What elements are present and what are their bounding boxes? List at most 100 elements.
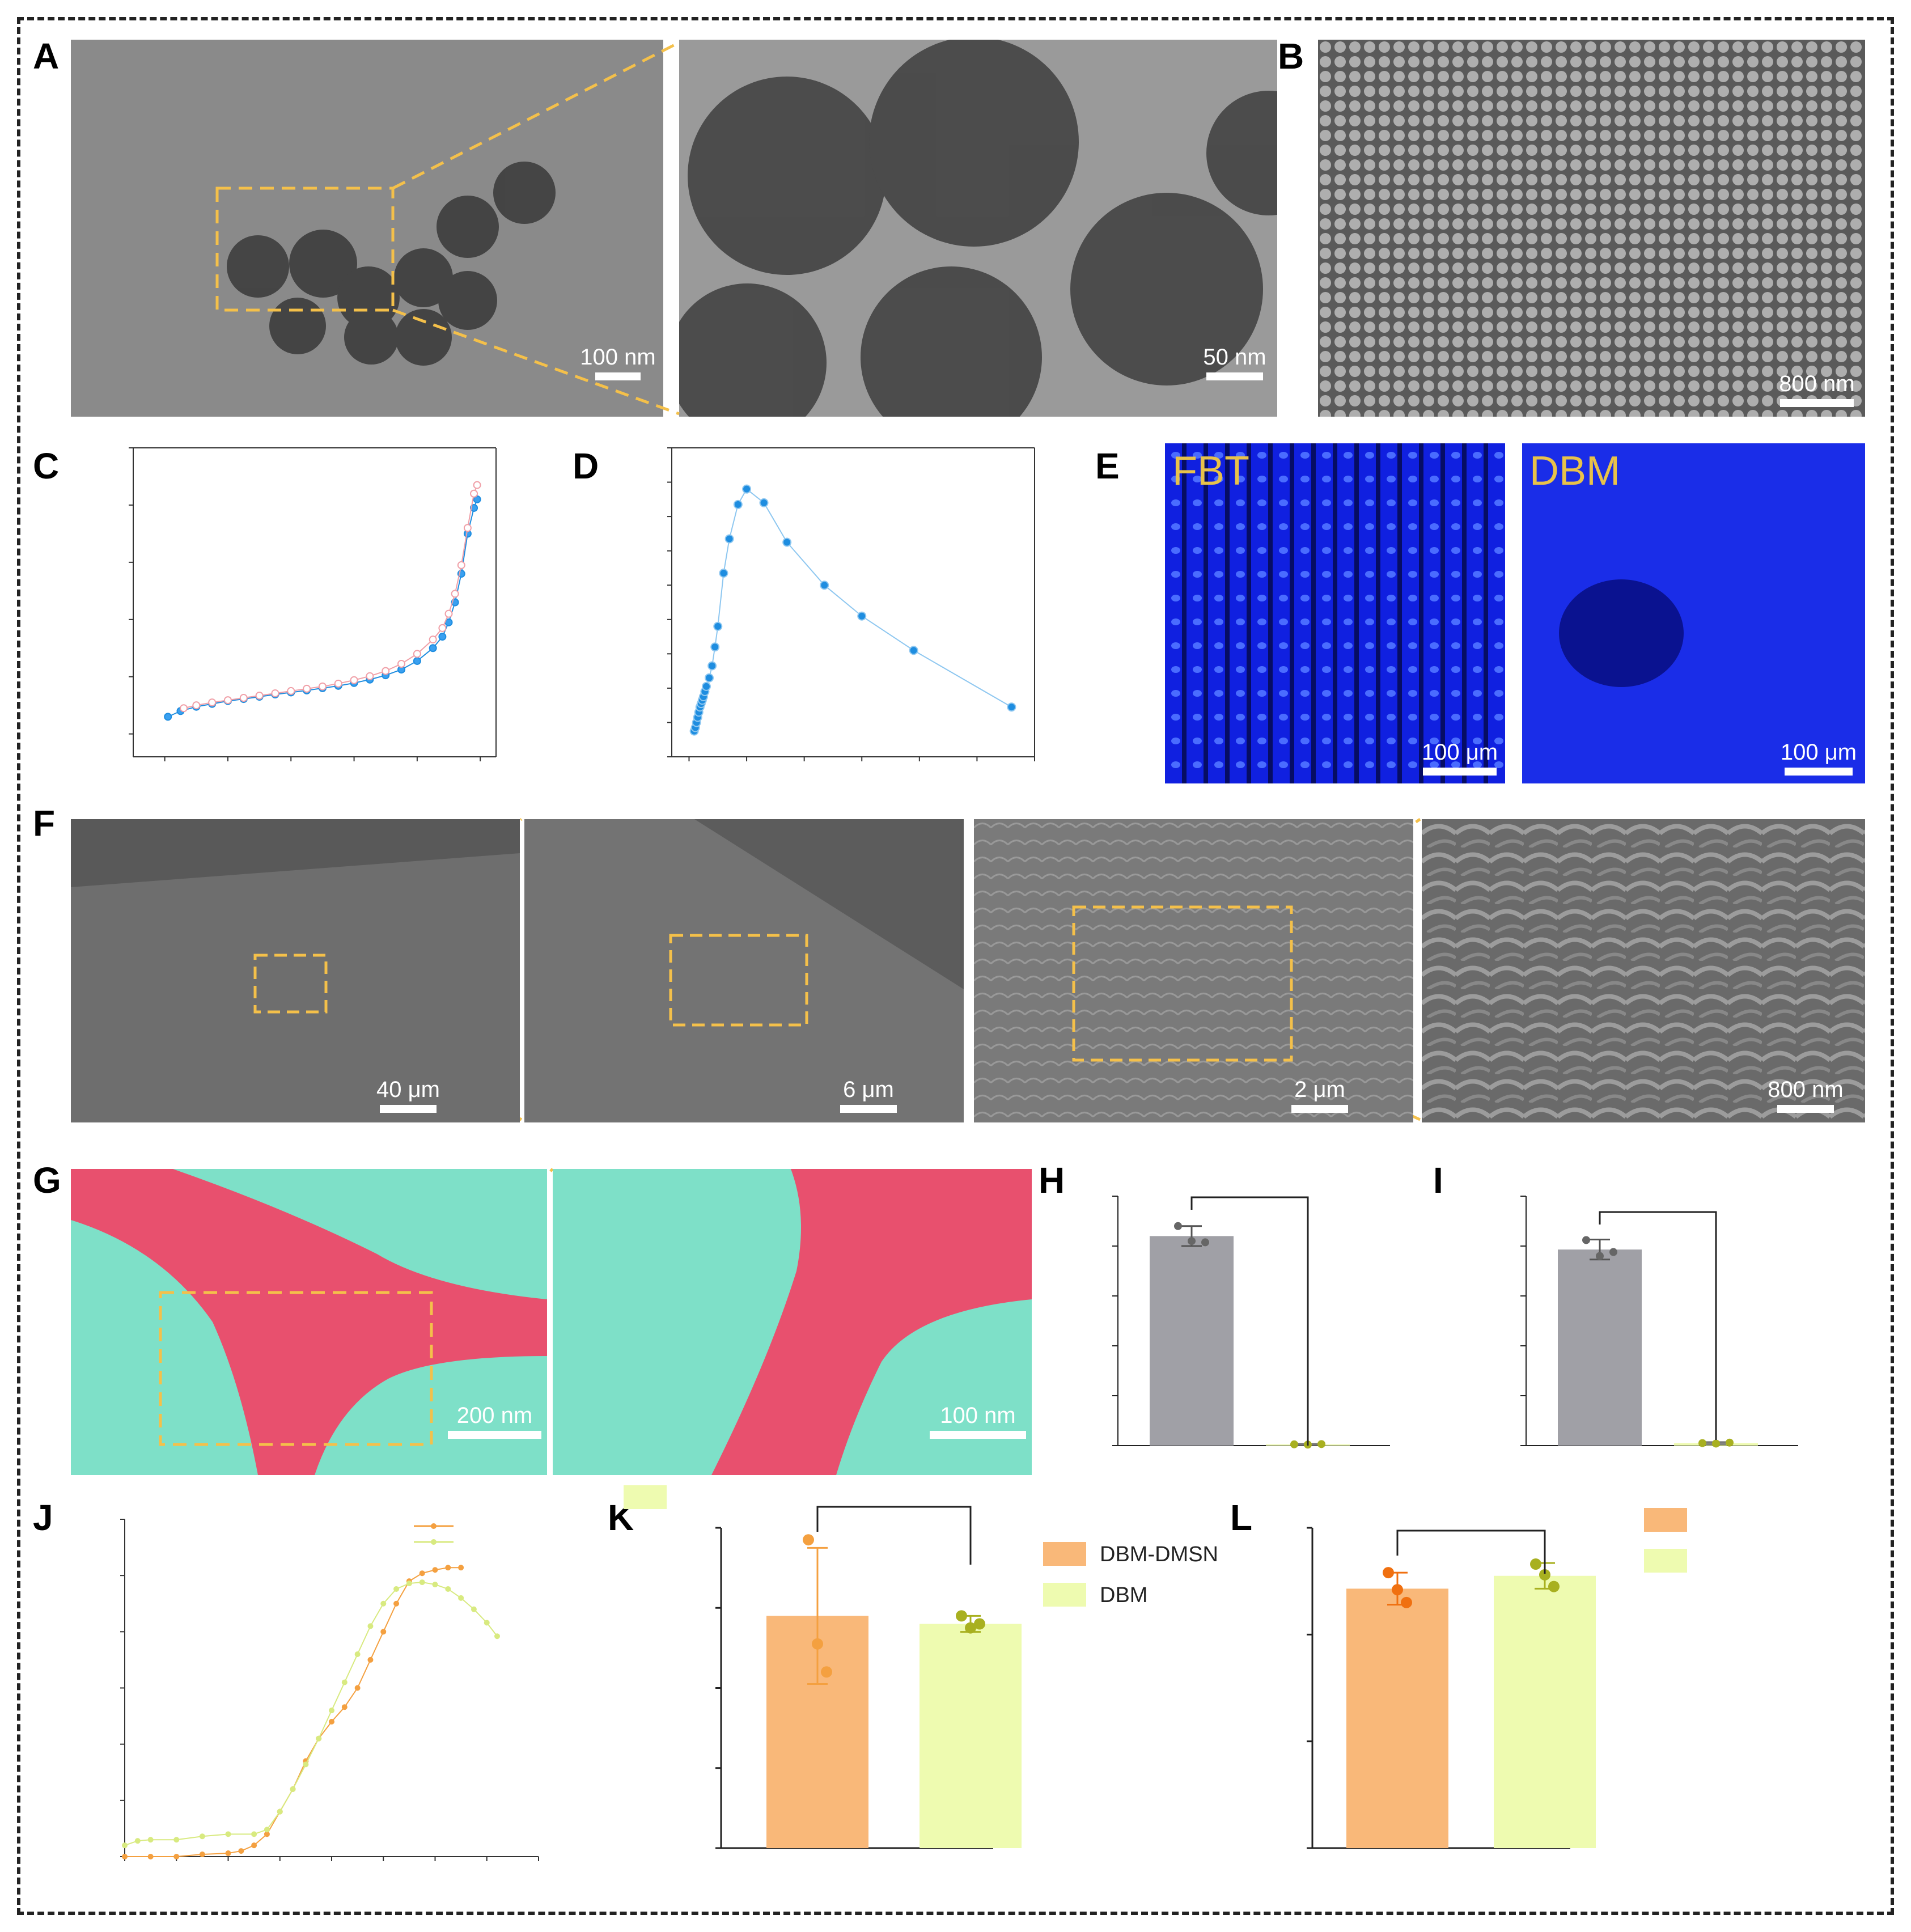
data-point — [164, 713, 172, 721]
data-point — [458, 1565, 464, 1571]
data-point — [471, 1606, 477, 1612]
data-point — [438, 633, 447, 641]
data-point — [812, 1638, 823, 1650]
data-point — [251, 1831, 257, 1837]
data-point — [733, 499, 743, 509]
data-point — [705, 673, 714, 683]
data-point — [147, 1854, 154, 1859]
data-point — [803, 1534, 814, 1546]
sem-image-f3 — [974, 819, 1413, 1122]
image-label-fbt: FBT — [1172, 448, 1249, 494]
data-point — [341, 1704, 348, 1710]
data-point — [350, 676, 358, 684]
data-point — [199, 1852, 205, 1858]
data-point — [742, 484, 752, 494]
data-point — [255, 692, 264, 700]
scale-bar-a2: 50 nm — [1195, 345, 1274, 380]
fluorescence-image-fbt — [1165, 443, 1505, 783]
data-point — [451, 590, 459, 598]
data-point — [419, 1570, 425, 1577]
scale-bar-f2: 6 μm — [829, 1077, 908, 1113]
data-point — [303, 684, 311, 693]
data-point — [1201, 1238, 1209, 1247]
data-point — [857, 611, 867, 621]
panel-label-f: F — [33, 803, 56, 844]
data-point — [334, 679, 342, 688]
chart-h-dna — [1112, 1196, 1390, 1449]
bar-fbt — [1150, 1236, 1234, 1446]
scale-bar-g2: 100 nm — [930, 1403, 1026, 1439]
data-point — [367, 1656, 374, 1663]
data-point — [429, 644, 437, 653]
legend-label-k: DBM-DMSN — [1100, 1543, 1218, 1566]
data-point — [719, 569, 728, 578]
stain-image-g1 — [71, 1169, 547, 1475]
data-point — [759, 498, 769, 507]
data-point — [329, 1719, 334, 1725]
data-point — [821, 1666, 832, 1678]
panel-label-g: G — [33, 1160, 61, 1201]
legend-swatch — [624, 1485, 667, 1509]
legend-swatch-k — [1043, 1542, 1086, 1566]
legend-swatch — [1644, 1508, 1687, 1532]
data-point — [463, 524, 472, 532]
bar-dbm — [920, 1624, 1022, 1848]
scale-bar-b: 800 nm — [1774, 371, 1859, 407]
panel-label-h: H — [1039, 1160, 1065, 1201]
data-point — [341, 1679, 348, 1685]
sem-image-f2 — [524, 819, 964, 1122]
sem-image-f4 — [1422, 819, 1865, 1122]
data-point — [134, 1838, 141, 1844]
data-point — [199, 1833, 205, 1840]
significance-bracket — [1190, 1196, 1309, 1446]
data-point — [397, 659, 406, 668]
data-point — [1392, 1584, 1403, 1596]
data-point — [713, 621, 723, 631]
data-point — [192, 701, 201, 710]
legend-marker — [431, 1539, 437, 1545]
data-point — [701, 681, 711, 691]
chart-c-isotherm — [129, 447, 497, 761]
data-point — [264, 1827, 270, 1833]
data-point — [122, 1842, 128, 1849]
figure-frame — [17, 17, 1894, 1915]
data-point — [225, 1831, 231, 1837]
panel-label-e: E — [1095, 446, 1120, 486]
data-point — [208, 698, 217, 707]
data-point — [470, 503, 478, 512]
stain-image-g2 — [553, 1169, 1032, 1475]
sem-image-f1 — [71, 819, 520, 1122]
data-point — [1712, 1439, 1720, 1448]
sem-image-nanoparticles — [1318, 40, 1865, 417]
panel-label-d: D — [573, 446, 599, 486]
data-point — [432, 1582, 438, 1588]
panel-label-c: C — [33, 446, 60, 486]
data-point — [458, 1595, 464, 1601]
scale-bar-a1: 100 nm — [578, 345, 658, 380]
significance-bracket — [816, 1506, 972, 1565]
series-line — [183, 485, 478, 709]
data-point — [445, 1565, 451, 1571]
data-point — [1609, 1248, 1617, 1256]
series-line — [124, 1582, 498, 1846]
data-point — [413, 656, 421, 665]
data-point — [432, 1567, 438, 1573]
scale-bar-e1: 100 μm — [1420, 740, 1499, 776]
scale-bar-f3: 2 μm — [1280, 1077, 1359, 1113]
legend-marker — [431, 1523, 437, 1529]
data-point — [445, 1586, 451, 1592]
data-point — [419, 1579, 425, 1586]
data-point — [1530, 1558, 1541, 1570]
tem-image-zoom — [679, 40, 1277, 417]
data-point — [303, 1761, 309, 1768]
significance-bracket — [1599, 1211, 1717, 1440]
data-point — [406, 1581, 412, 1587]
legend-swatch — [1644, 1549, 1687, 1573]
series-line — [125, 1567, 461, 1857]
data-point — [1596, 1252, 1604, 1260]
data-point — [457, 561, 465, 569]
data-point — [1007, 702, 1016, 712]
data-point — [974, 1618, 985, 1630]
data-point — [318, 682, 327, 690]
data-point — [724, 534, 734, 544]
